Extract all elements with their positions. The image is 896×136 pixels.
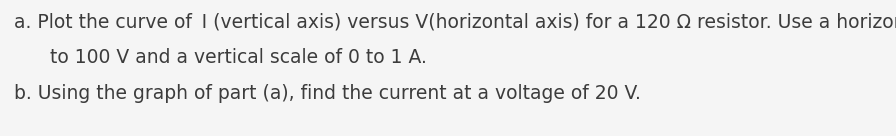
Text: to 100 V and a vertical scale of 0 to 1 A.: to 100 V and a vertical scale of 0 to 1 … xyxy=(14,48,426,67)
Text: b. Using the graph of part (a), find the current at a voltage of 20 V.: b. Using the graph of part (a), find the… xyxy=(14,84,641,103)
Text: a. Plot the curve of  I (vertical axis) versus V(horizontal axis) for a 120 Ω re: a. Plot the curve of I (vertical axis) v… xyxy=(14,12,896,31)
